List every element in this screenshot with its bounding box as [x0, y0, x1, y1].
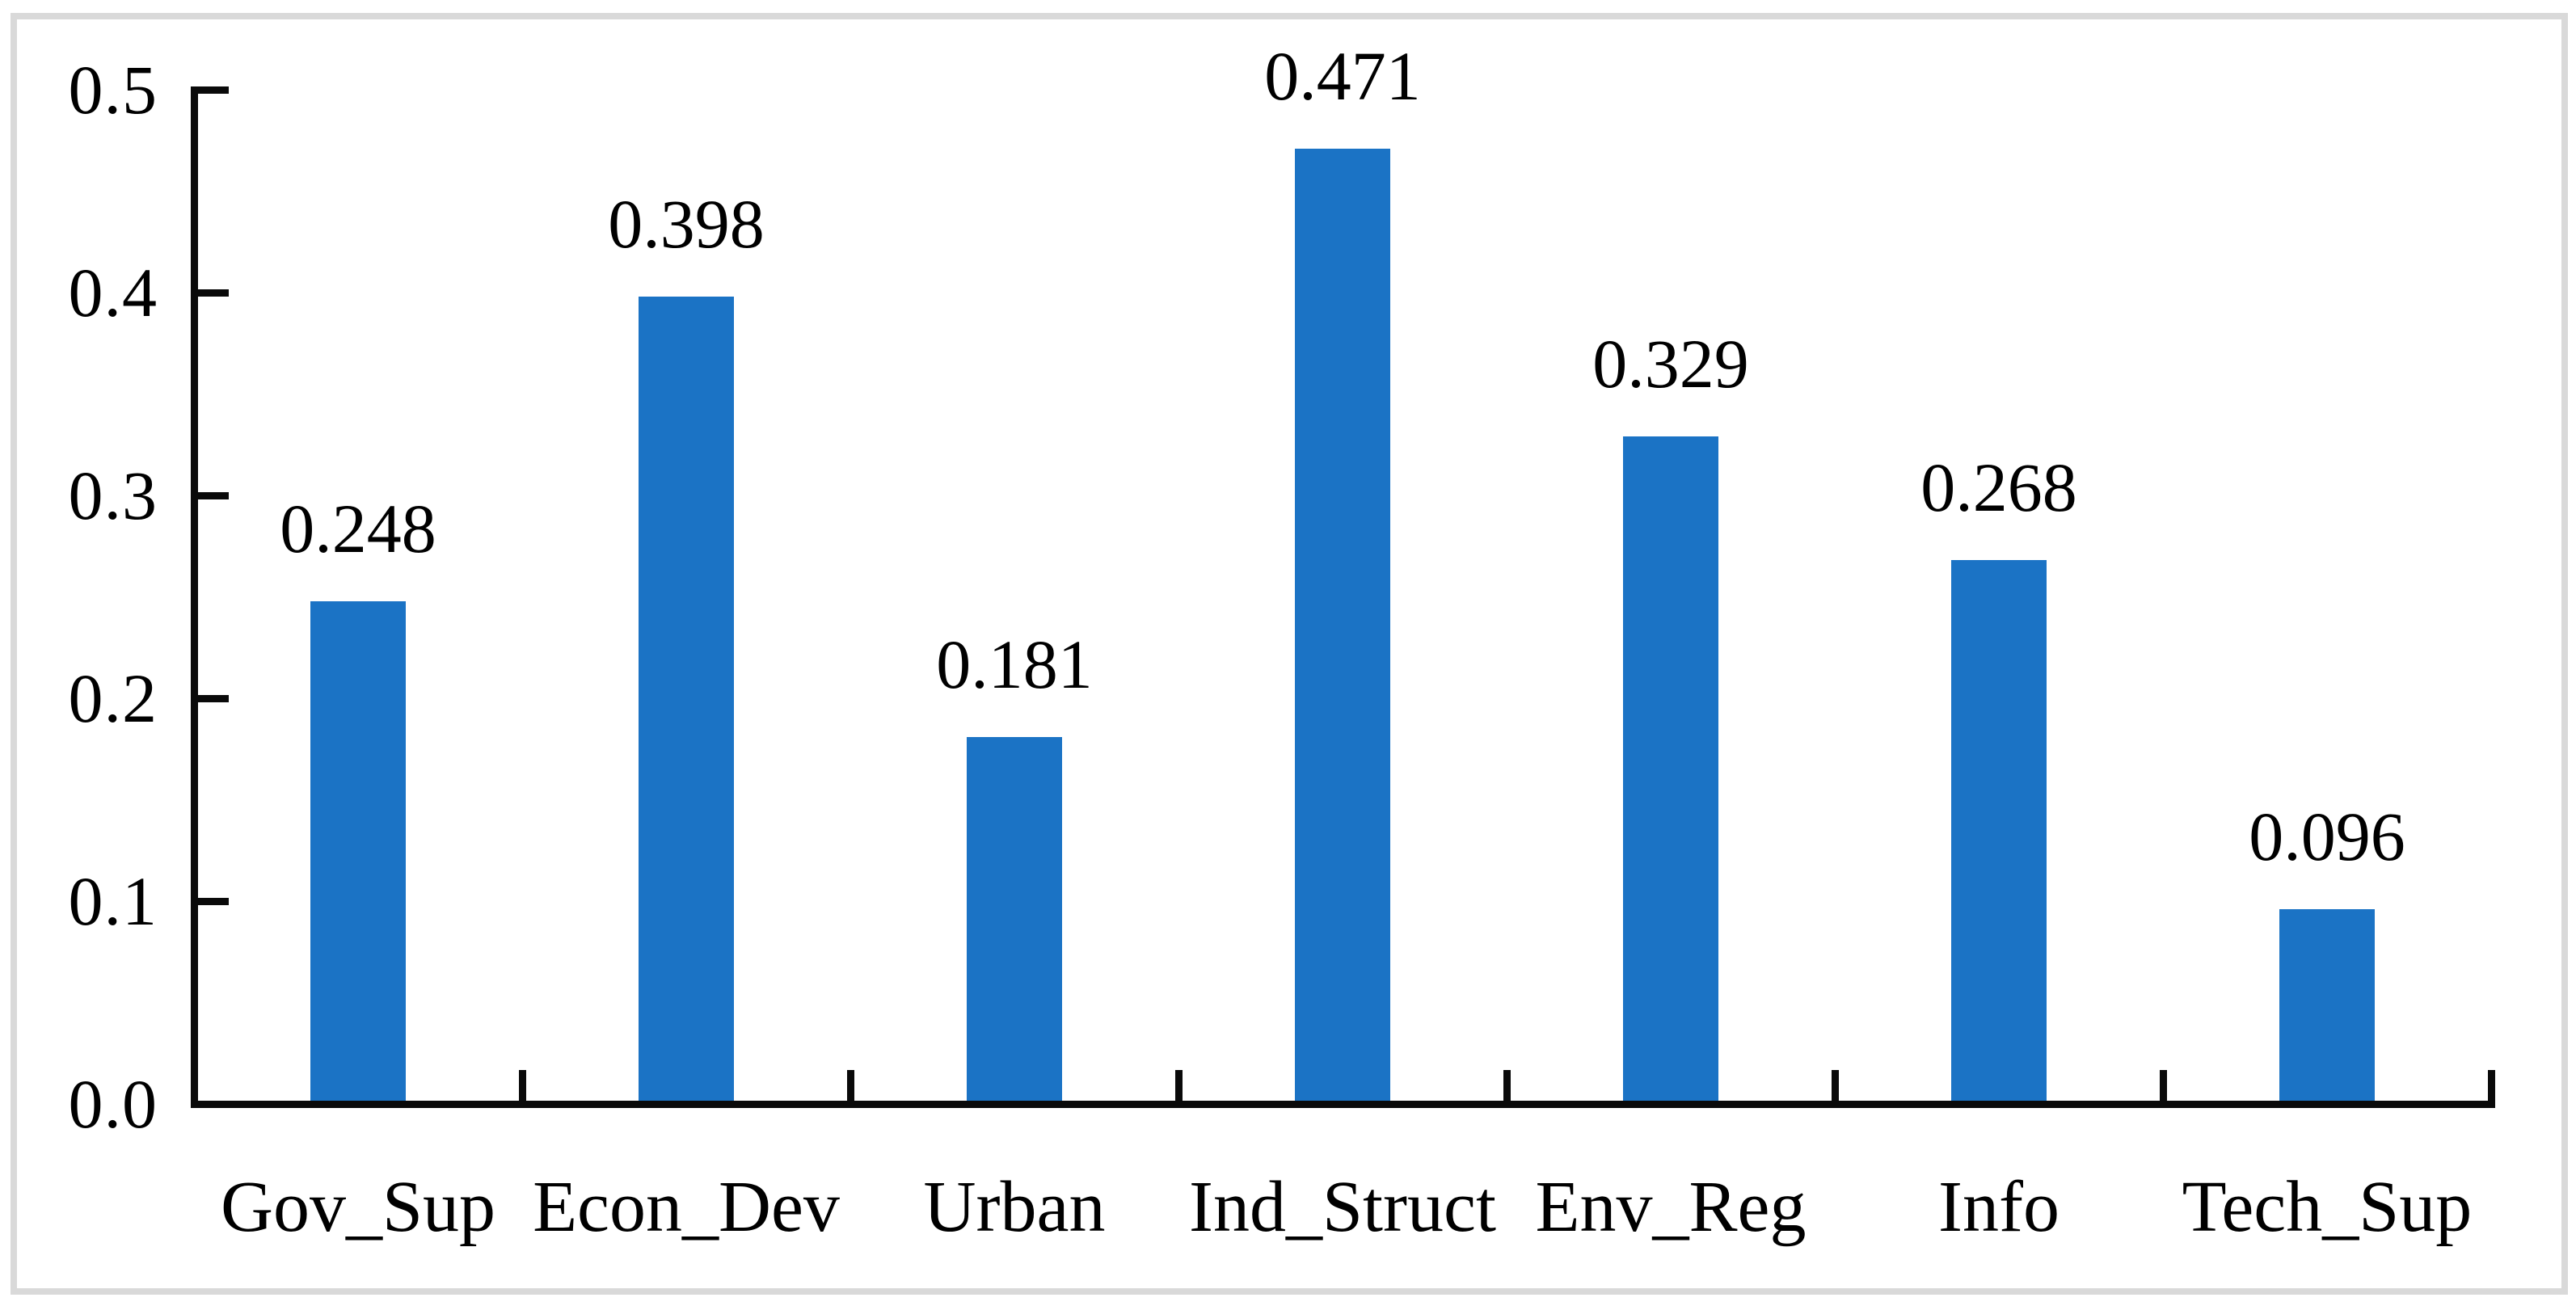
x-axis-category-label: Tech_Sup	[2182, 1167, 2473, 1247]
y-axis-tick-mark	[191, 86, 229, 94]
y-axis-tick-label: 0.5	[68, 51, 158, 128]
x-axis-tick-mark	[519, 1070, 526, 1108]
bar-value-label: 0.248	[280, 490, 436, 567]
bar	[1951, 560, 2047, 1104]
y-axis-line	[191, 86, 198, 1108]
x-axis-tick-mark	[1503, 1070, 1511, 1108]
x-axis-tick-mark	[2160, 1070, 2167, 1108]
bar-value-label: 0.398	[608, 185, 765, 263]
x-axis-category-label: Info	[1938, 1167, 2060, 1247]
bar	[1295, 149, 1390, 1104]
bar-value-label: 0.268	[1920, 449, 2077, 526]
bar-value-label: 0.181	[936, 626, 1093, 703]
bar-value-label: 0.096	[2249, 798, 2405, 875]
bar-value-label: 0.329	[1592, 325, 1749, 402]
x-axis-category-label: Gov_Sup	[220, 1167, 496, 1247]
y-axis-tick-label: 0.0	[68, 1065, 158, 1143]
y-axis-tick-label: 0.2	[68, 659, 158, 737]
bar	[639, 297, 734, 1104]
y-axis-tick-mark	[191, 898, 229, 905]
y-axis-tick-mark	[191, 492, 229, 499]
y-axis-tick-label: 0.3	[68, 457, 158, 534]
bar	[1623, 436, 1718, 1104]
x-axis-tick-mark	[2488, 1070, 2495, 1108]
bar-value-label: 0.471	[1264, 37, 1421, 115]
bar	[2279, 909, 2375, 1104]
x-axis-category-label: Urban	[923, 1167, 1106, 1247]
y-axis-tick-label: 0.1	[68, 862, 158, 940]
y-axis-tick-mark	[191, 695, 229, 702]
x-axis-line	[191, 1101, 2495, 1108]
y-axis-tick-mark	[191, 289, 229, 297]
y-axis-tick-label: 0.4	[68, 254, 158, 331]
x-axis-tick-mark	[1832, 1070, 1839, 1108]
x-axis-category-label: Env_Reg	[1535, 1167, 1807, 1247]
bar	[310, 601, 406, 1104]
bar	[967, 737, 1062, 1104]
x-axis-tick-mark	[1175, 1070, 1183, 1108]
x-axis-category-label: Ind_Struct	[1189, 1167, 1496, 1247]
x-axis-category-label: Econ_Dev	[533, 1167, 840, 1247]
x-axis-tick-mark	[847, 1070, 854, 1108]
